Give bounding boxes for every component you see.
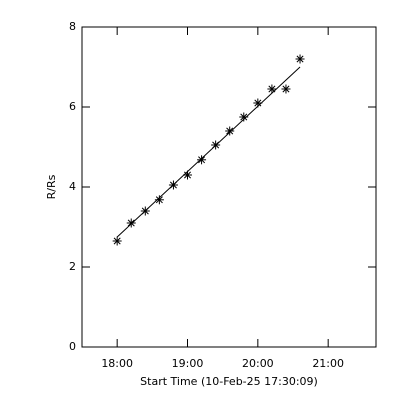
asterisk-stroke: [169, 181, 177, 189]
asterisk-stroke: [240, 113, 248, 121]
asterisk-stroke: [212, 141, 220, 149]
asterisk-stroke: [183, 171, 192, 179]
asterisk-marker: [154, 195, 164, 205]
y-tick-label: 0: [69, 340, 76, 353]
asterisk-marker: [183, 170, 193, 180]
asterisk-stroke: [198, 156, 206, 164]
x-tick-label: 18:00: [101, 357, 133, 370]
asterisk-marker: [295, 54, 305, 64]
asterisk-stroke: [282, 85, 290, 93]
asterisk-marker: [267, 84, 277, 94]
x-tick-label: 19:00: [172, 357, 204, 370]
asterisk-marker: [225, 126, 235, 136]
plot-frame: [81, 26, 377, 348]
asterisk-stroke: [296, 55, 304, 63]
asterisk-stroke: [226, 127, 234, 135]
x-tick-label: 21:00: [312, 357, 344, 370]
asterisk-stroke: [113, 237, 121, 245]
x-tick-label: 20:00: [242, 357, 274, 370]
y-axis-label: R/Rs: [45, 174, 58, 199]
y-tick-label: 4: [69, 180, 76, 193]
asterisk-marker: [126, 218, 136, 228]
asterisk-marker: [168, 180, 178, 190]
asterisk-marker: [211, 140, 221, 150]
y-tick-label: 6: [69, 100, 76, 113]
y-tick-label: 2: [69, 260, 76, 273]
y-tick-label: 8: [69, 20, 76, 33]
asterisk-stroke: [141, 207, 149, 215]
asterisk-marker: [281, 84, 291, 94]
asterisk-stroke: [268, 85, 276, 93]
x-axis-label: Start Time (10-Feb-25 17:30:09): [140, 375, 318, 388]
asterisk-marker: [112, 236, 122, 246]
asterisk-marker: [140, 206, 150, 216]
asterisk-stroke: [155, 196, 163, 204]
asterisk-stroke: [127, 219, 135, 227]
asterisk-marker: [197, 155, 207, 165]
asterisk-marker: [239, 112, 249, 122]
asterisk-marker: [253, 98, 263, 108]
asterisk-stroke: [254, 99, 262, 107]
